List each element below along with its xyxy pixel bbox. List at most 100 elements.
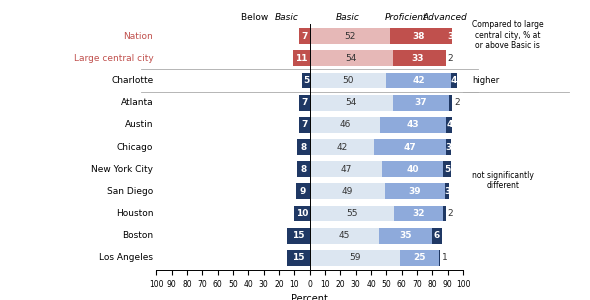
Text: Boston: Boston	[122, 231, 153, 240]
Bar	[293, 50, 310, 66]
Text: 37: 37	[415, 98, 427, 107]
Text: 3: 3	[447, 32, 453, 41]
Text: not significantly
different: not significantly different	[472, 170, 534, 190]
Bar	[381, 117, 446, 133]
Bar	[400, 250, 438, 266]
Bar	[310, 50, 392, 66]
Bar	[287, 250, 310, 266]
Text: 2: 2	[448, 209, 454, 218]
Text: 4: 4	[446, 120, 453, 129]
Text: 43: 43	[407, 120, 419, 129]
Bar	[297, 161, 310, 177]
Bar	[294, 206, 310, 221]
Text: 7: 7	[301, 32, 307, 41]
Text: 4: 4	[451, 76, 457, 85]
Bar	[310, 206, 394, 221]
Text: Basic: Basic	[274, 13, 299, 22]
Text: 15: 15	[292, 231, 304, 240]
Bar	[299, 28, 310, 44]
Text: 50: 50	[342, 76, 354, 85]
Text: 7: 7	[301, 120, 307, 129]
Text: 3: 3	[444, 187, 450, 196]
Text: Los Angeles: Los Angeles	[99, 253, 153, 262]
Bar	[443, 206, 446, 221]
Text: 42: 42	[336, 142, 348, 152]
Bar	[310, 117, 381, 133]
Text: Proficient: Proficient	[385, 13, 428, 22]
Text: 52: 52	[344, 32, 355, 41]
Bar	[310, 161, 382, 177]
Bar	[389, 28, 448, 44]
Bar	[392, 50, 443, 66]
Bar	[287, 228, 310, 244]
Text: 10: 10	[296, 209, 308, 218]
Text: New York City: New York City	[91, 165, 153, 174]
Text: 7: 7	[301, 98, 307, 107]
X-axis label: Percent: Percent	[291, 294, 328, 300]
Text: 5: 5	[303, 76, 309, 85]
Bar	[385, 183, 445, 199]
Bar	[450, 95, 453, 111]
Text: 15: 15	[292, 253, 304, 262]
Bar	[386, 73, 451, 88]
Text: 45: 45	[339, 231, 350, 240]
Bar	[382, 161, 443, 177]
Text: San Diego: San Diego	[107, 187, 153, 196]
Text: 6: 6	[434, 231, 440, 240]
Bar	[392, 95, 450, 111]
Bar	[310, 28, 389, 44]
Bar	[310, 139, 374, 155]
Text: 54: 54	[346, 54, 357, 63]
Text: 49: 49	[342, 187, 353, 196]
Text: Large central city: Large central city	[74, 54, 153, 63]
Text: 32: 32	[412, 209, 425, 218]
Bar	[446, 117, 453, 133]
Text: Compared to large
central city, % at
or above Basic is: Compared to large central city, % at or …	[472, 20, 543, 50]
Text: 47: 47	[340, 165, 352, 174]
Text: Charlotte: Charlotte	[111, 76, 153, 85]
Text: 39: 39	[408, 187, 421, 196]
Text: Austin: Austin	[124, 120, 153, 129]
Bar	[310, 95, 392, 111]
Text: 9: 9	[300, 187, 306, 196]
Text: 1: 1	[442, 253, 447, 262]
Bar	[310, 228, 379, 244]
Bar	[443, 50, 446, 66]
Text: 47: 47	[404, 142, 417, 152]
Bar	[310, 250, 400, 266]
Bar	[302, 73, 310, 88]
Text: higher: higher	[472, 76, 499, 85]
Bar	[443, 161, 451, 177]
Text: Chicago: Chicago	[117, 142, 153, 152]
Bar	[379, 228, 432, 244]
Text: 55: 55	[346, 209, 358, 218]
Text: 35: 35	[399, 231, 412, 240]
Text: Nation: Nation	[123, 32, 153, 41]
Text: 33: 33	[412, 54, 424, 63]
Text: Basic: Basic	[336, 13, 360, 22]
Bar	[438, 250, 440, 266]
Bar	[394, 206, 443, 221]
Text: 11: 11	[295, 54, 307, 63]
Bar	[297, 139, 310, 155]
Text: 38: 38	[412, 32, 425, 41]
Text: 54: 54	[346, 98, 357, 107]
Text: 46: 46	[339, 120, 350, 129]
Bar	[299, 117, 310, 133]
Text: 2: 2	[454, 98, 460, 107]
Bar	[451, 73, 457, 88]
Bar	[310, 73, 386, 88]
Text: 40: 40	[407, 165, 419, 174]
Text: 59: 59	[349, 253, 360, 262]
Bar	[432, 228, 442, 244]
Text: Advanced: Advanced	[422, 13, 467, 22]
Bar	[296, 183, 310, 199]
Bar	[374, 139, 446, 155]
Text: 42: 42	[412, 76, 425, 85]
Text: 5: 5	[444, 165, 450, 174]
Text: Houston: Houston	[116, 209, 153, 218]
Bar	[445, 183, 450, 199]
Text: 8: 8	[300, 165, 307, 174]
Text: Below: Below	[241, 13, 271, 22]
Bar	[299, 95, 310, 111]
